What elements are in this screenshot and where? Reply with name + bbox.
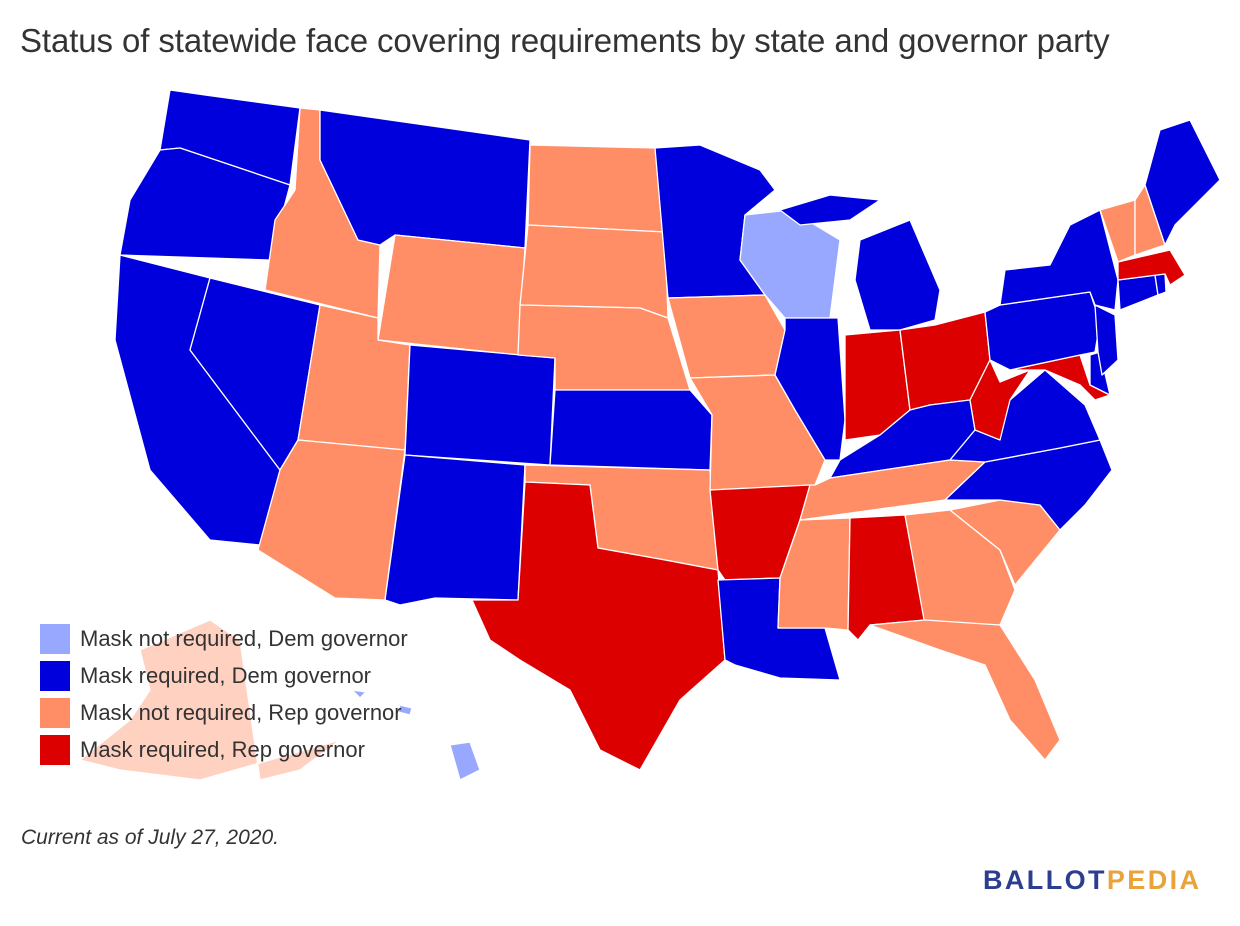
ballotpedia-logo[interactable]: BALLOTPEDIA	[983, 865, 1201, 896]
state-delaware[interactable]	[1089, 351, 1111, 396]
state-new-mexico[interactable]	[384, 454, 526, 606]
state-hawaii[interactable]	[351, 689, 481, 781]
legend-swatch	[40, 660, 70, 691]
legend-item: Mask required, Dem governor	[40, 657, 408, 694]
state-michigan[interactable]	[779, 194, 941, 331]
state-maine[interactable]	[1144, 119, 1221, 246]
state-south-dakota[interactable]	[519, 224, 669, 319]
state-alaska[interactable]	[79, 619, 341, 781]
state-maryland[interactable]	[1009, 354, 1111, 401]
legend-item: Mask not required, Rep governor	[40, 694, 408, 731]
legend-label: Mask not required, Dem governor	[80, 625, 408, 651]
state-new-jersey[interactable]	[1094, 304, 1119, 376]
legend-label: Mask not required, Rep governor	[80, 699, 402, 725]
legend-item: Mask not required, Dem governor	[40, 620, 408, 657]
legend-swatch	[40, 623, 70, 654]
state-wyoming[interactable]	[377, 234, 526, 356]
footnote: Current as of July 27, 2020.	[21, 826, 279, 849]
legend-label: Mask required, Dem governor	[80, 662, 372, 688]
map-title: Status of statewide face covering requir…	[20, 22, 1110, 59]
state-new-york[interactable]	[999, 209, 1119, 311]
state-iowa[interactable]	[667, 294, 786, 379]
state-florida[interactable]	[869, 619, 1061, 761]
logo-text-pedia: PEDIA	[1106, 865, 1202, 895]
legend-item: Mask required, Rep governor	[40, 731, 408, 768]
state-colorado[interactable]	[404, 344, 556, 466]
legend-label: Mask required, Rep governor	[80, 736, 365, 762]
state-illinois[interactable]	[774, 317, 846, 461]
state-montana[interactable]	[319, 109, 531, 249]
state-west-virginia[interactable]	[969, 359, 1031, 441]
state-texas[interactable]	[471, 481, 726, 771]
state-massachusetts[interactable]	[1117, 249, 1186, 286]
legend-swatch	[40, 734, 70, 765]
state-north-dakota[interactable]	[527, 144, 666, 233]
logo-text-ballot: BALLOT	[983, 865, 1107, 895]
legend-swatch	[40, 697, 70, 728]
state-kansas[interactable]	[549, 389, 713, 471]
legend: Mask not required, Dem governor Mask req…	[40, 620, 408, 768]
state-connecticut[interactable]	[1117, 274, 1159, 311]
